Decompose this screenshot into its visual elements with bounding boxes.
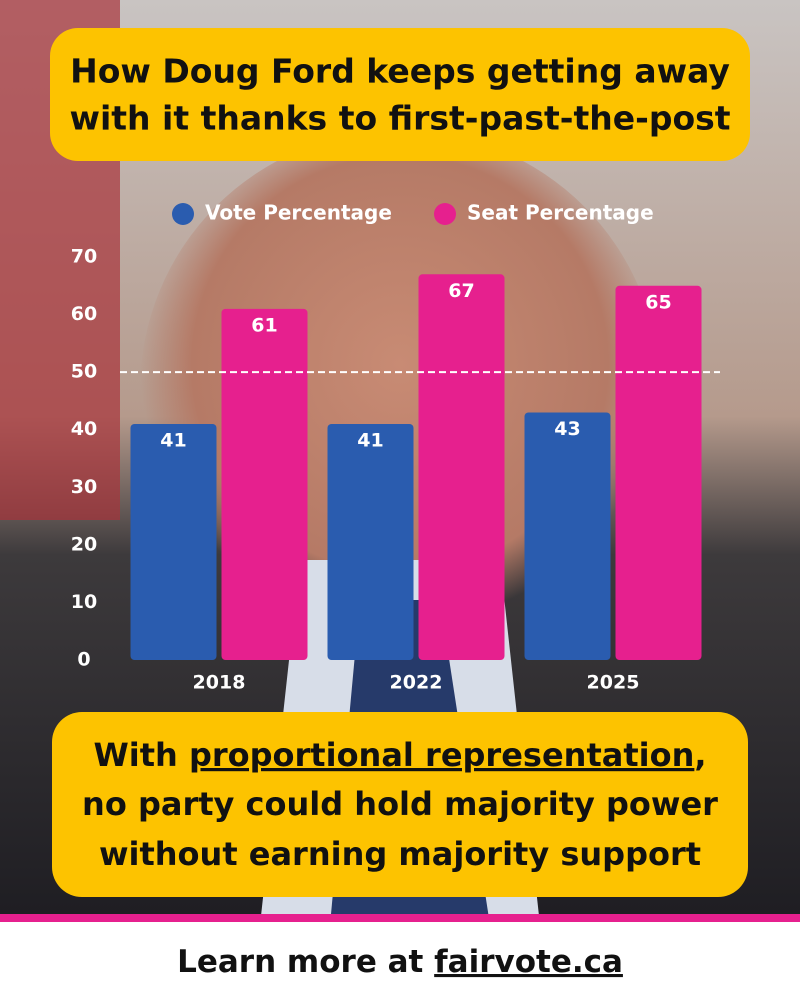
- legend-label: Seat Percentage: [467, 201, 654, 225]
- footer-link[interactable]: fairvote.ca: [434, 944, 623, 980]
- y-tick-label: 10: [71, 591, 97, 613]
- value-label: 67: [448, 280, 474, 302]
- legend-label: Vote Percentage: [205, 201, 392, 225]
- legend-swatch: [172, 203, 194, 225]
- caption-emphasis: proportional representation: [189, 736, 694, 774]
- divider: [0, 914, 800, 922]
- caption-line: no party could hold majority power: [82, 785, 718, 823]
- caption-line: With proportional representation,: [93, 736, 706, 774]
- caption-line: without earning majority support: [99, 835, 701, 873]
- bar: [221, 308, 308, 660]
- legend-swatch: [434, 203, 456, 225]
- bar: [418, 274, 505, 660]
- footer-text: Learn more at: [177, 944, 423, 980]
- bar: [615, 285, 702, 660]
- x-tick-label: 2022: [390, 672, 443, 694]
- value-label: 61: [251, 314, 277, 336]
- title-box: [50, 28, 750, 161]
- chart-title: How Doug Ford keeps getting away: [70, 52, 730, 91]
- bar: [524, 412, 611, 660]
- y-tick-label: 60: [71, 303, 97, 325]
- footer: Learn more at fairvote.ca: [177, 944, 623, 980]
- caption-text: ,: [694, 736, 706, 774]
- caption-text: With: [93, 736, 177, 774]
- y-tick-label: 70: [71, 246, 97, 268]
- value-label: 41: [160, 429, 186, 451]
- y-tick-label: 30: [71, 476, 97, 498]
- value-label: 41: [357, 429, 383, 451]
- y-tick-label: 20: [71, 533, 97, 555]
- chart-title: with it thanks to first-past-the-post: [69, 99, 730, 138]
- value-label: 65: [645, 291, 671, 313]
- value-label: 43: [554, 418, 580, 440]
- bar: [130, 423, 217, 660]
- y-tick-label: 40: [71, 418, 97, 440]
- x-tick-label: 2025: [587, 672, 640, 694]
- caption-box: [52, 712, 748, 897]
- y-tick-label: 50: [71, 361, 97, 383]
- y-tick-label: 0: [77, 649, 90, 671]
- x-tick-label: 2018: [193, 672, 246, 694]
- footer-band: [0, 922, 800, 1000]
- bar: [327, 423, 414, 660]
